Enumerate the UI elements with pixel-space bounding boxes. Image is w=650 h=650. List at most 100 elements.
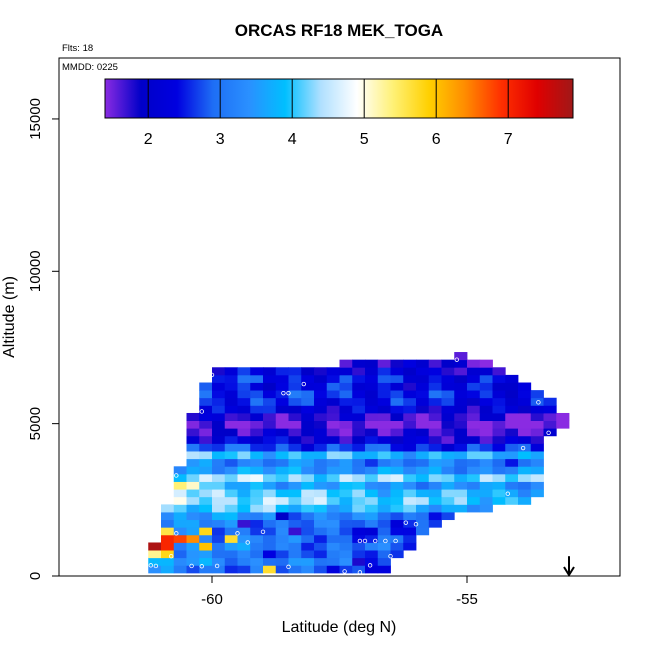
heatmap-cell xyxy=(301,565,315,574)
heatmap-cell xyxy=(263,390,277,399)
heatmap-cell xyxy=(250,374,264,383)
heatmap-cell xyxy=(250,557,264,566)
heatmap-cell xyxy=(390,390,404,399)
heatmap-cell xyxy=(250,412,264,421)
heatmap-cell xyxy=(212,550,226,559)
heatmap-cell xyxy=(237,489,251,498)
heatmap-cell xyxy=(339,527,353,536)
heatmap-cell xyxy=(479,374,493,383)
heatmap-cell xyxy=(173,489,187,498)
heatmap-cell xyxy=(377,496,391,505)
heatmap-cell xyxy=(530,412,544,421)
heatmap-cell xyxy=(454,504,468,513)
heatmap-cell xyxy=(339,374,353,383)
sample-point xyxy=(398,569,403,574)
heatmap-cell xyxy=(339,496,353,505)
heatmap-cell xyxy=(505,451,519,460)
heatmap-cell xyxy=(352,390,366,399)
heatmap-cell xyxy=(518,405,532,414)
heatmap-cell xyxy=(339,443,353,452)
heatmap-cell xyxy=(428,397,442,406)
heatmap-cell xyxy=(403,527,417,536)
heatmap-cell xyxy=(377,512,391,521)
heatmap-cell xyxy=(186,557,200,566)
heatmap-cell xyxy=(390,443,404,452)
heatmap-cell xyxy=(505,481,519,490)
heatmap-cell xyxy=(492,397,506,406)
heatmap-cell xyxy=(301,367,315,376)
heatmap-cell xyxy=(339,390,353,399)
heatmap-cell xyxy=(441,374,455,383)
heatmap-cell xyxy=(199,451,213,460)
heatmap-cell xyxy=(428,496,442,505)
y-axis-label: Altitude (m) xyxy=(1,276,18,358)
heatmap-cell xyxy=(479,451,493,460)
heatmap-cell xyxy=(173,504,187,513)
heatmap-cell xyxy=(543,412,557,421)
heatmap-cell xyxy=(275,405,289,414)
heatmap-cell xyxy=(314,534,328,543)
heatmap-cell xyxy=(518,481,532,490)
heatmap-cell xyxy=(492,412,506,421)
date-annotation: MMDD: 0225 xyxy=(62,62,118,73)
heatmap-cell xyxy=(403,420,417,429)
heatmap-cell xyxy=(250,435,264,444)
heatmap-cell xyxy=(288,519,302,528)
heatmap-cell xyxy=(237,412,251,421)
heatmap-cell xyxy=(505,390,519,399)
heatmap-cell xyxy=(505,428,519,437)
heatmap-cell xyxy=(250,504,264,513)
heatmap-cell xyxy=(492,435,506,444)
heatmap-cell xyxy=(479,397,493,406)
heatmap-cell xyxy=(454,489,468,498)
heatmap-cell xyxy=(365,359,379,368)
heatmap-cell xyxy=(288,382,302,391)
heatmap-cell xyxy=(199,519,213,528)
heatmap-cell xyxy=(161,527,175,536)
heatmap-cell xyxy=(505,397,519,406)
heatmap-cell xyxy=(314,451,328,460)
heatmap-cell xyxy=(212,481,226,490)
heatmap-cell xyxy=(326,435,340,444)
heatmap-cell xyxy=(377,428,391,437)
heatmap-cell xyxy=(288,473,302,482)
heatmap-cell xyxy=(212,435,226,444)
heatmap-cell xyxy=(441,405,455,414)
heatmap-cell xyxy=(352,405,366,414)
heatmap-cell xyxy=(199,504,213,513)
heatmap-cell xyxy=(186,473,200,482)
heatmap-cell xyxy=(352,496,366,505)
heatmap-cell xyxy=(237,527,251,536)
heatmap-cell xyxy=(224,519,238,528)
heatmap-cell xyxy=(263,489,277,498)
heatmap-cell xyxy=(416,367,430,376)
heatmap-cell xyxy=(288,557,302,566)
heatmap-cell xyxy=(365,458,379,467)
heatmap-cell xyxy=(275,458,289,467)
heatmap-cell xyxy=(301,374,315,383)
heatmap-cell xyxy=(530,466,544,475)
heatmap-cell xyxy=(416,519,430,528)
heatmap-cell xyxy=(352,428,366,437)
heatmap-cell xyxy=(199,527,213,536)
heatmap-cell xyxy=(454,473,468,482)
heatmap-cell xyxy=(530,405,544,414)
heatmap-cell xyxy=(237,367,251,376)
heatmap-cell xyxy=(377,519,391,528)
heatmap-cell xyxy=(492,466,506,475)
heatmap-cell xyxy=(212,367,226,376)
heatmap-cell xyxy=(416,489,430,498)
heatmap-cell xyxy=(199,512,213,521)
heatmap-cell xyxy=(365,481,379,490)
heatmap-cell xyxy=(288,390,302,399)
sample-point xyxy=(505,491,510,496)
heatmap-cell xyxy=(518,420,532,429)
heatmap-cell xyxy=(365,557,379,566)
heatmap-cell xyxy=(365,512,379,521)
heatmap-cell xyxy=(224,420,238,429)
heatmap-cell xyxy=(301,542,315,551)
heatmap-cell xyxy=(212,412,226,421)
heatmap-cell xyxy=(390,512,404,521)
heatmap-cell xyxy=(530,451,544,460)
heatmap-cell xyxy=(275,473,289,482)
